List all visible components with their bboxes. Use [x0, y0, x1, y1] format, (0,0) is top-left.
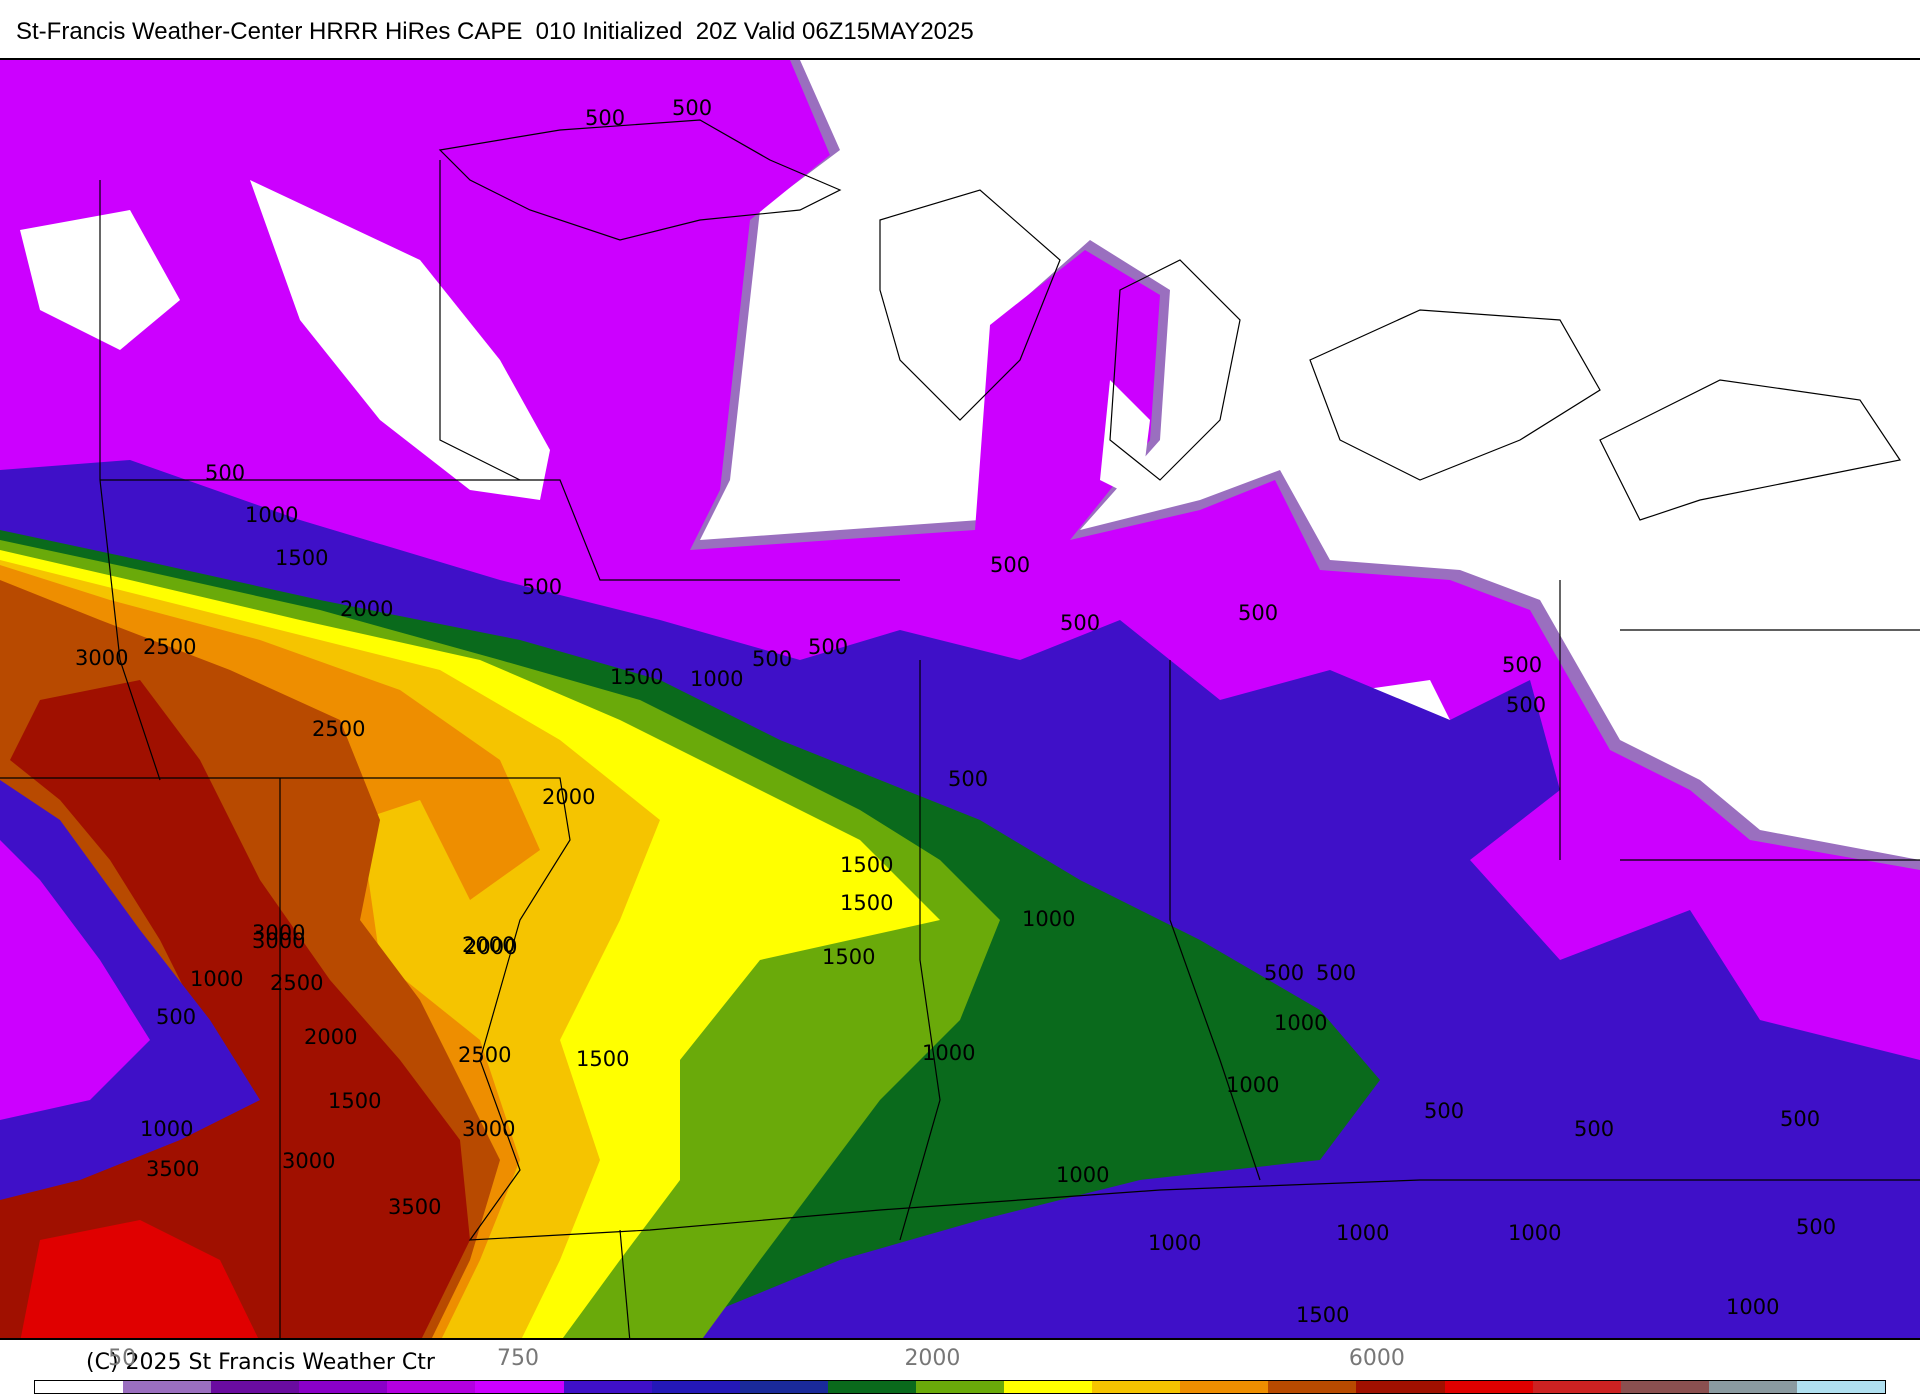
colorbar-swatch: [1004, 1381, 1093, 1393]
contour-label: 2000: [304, 1025, 357, 1049]
cape-band-magenta-west: [0, 840, 150, 1120]
contour-label: 2500: [143, 635, 196, 659]
contour-label: 1000: [140, 1117, 193, 1141]
contour-label: 500: [808, 635, 848, 659]
cape-band-dark-red: [0, 680, 470, 1338]
colorbar-tick-label: 750: [497, 1346, 539, 1371]
contour-label: 1000: [1274, 1011, 1327, 1035]
contour-label: 1500: [275, 546, 328, 570]
colorbar-swatch: [739, 1381, 828, 1393]
contour-label: 1000: [690, 667, 743, 691]
cape-band-red: [20, 1220, 259, 1338]
contour-label: 2000: [464, 935, 517, 959]
colorbar-swatch: [1180, 1381, 1269, 1393]
contour-label: 3000: [75, 646, 128, 670]
contour-label: 2500: [270, 971, 323, 995]
colorbar-swatch: [915, 1381, 1005, 1393]
cape-map: 500 500 500 1000 1500 2000 2500 3000 250…: [0, 58, 1920, 1340]
colorbar-swatch: [1444, 1381, 1533, 1393]
colorbar-swatch: [211, 1381, 300, 1393]
contour-label: 500: [1780, 1107, 1820, 1131]
contour-label: 3000: [252, 929, 305, 953]
contour-label: 500: [205, 461, 245, 485]
contour-label: 1000: [1226, 1073, 1279, 1097]
colorbar: [34, 1380, 1886, 1394]
contour-label: 1000: [1508, 1221, 1561, 1245]
colorbar-swatch: [123, 1381, 212, 1393]
contour-label: 500: [990, 553, 1030, 577]
contour-labels: 500 500 500 1000 1500 2000 2500 3000 250…: [75, 96, 1836, 1327]
copyright-notice: (C) 2025 St Francis Weather Ctr: [86, 1350, 435, 1375]
contour-label: 1500: [576, 1047, 629, 1071]
contour-label: 500: [1316, 961, 1356, 985]
colorbar-swatch: [1092, 1381, 1181, 1393]
contour-label: 1000: [1726, 1295, 1779, 1319]
contour-label: 1500: [328, 1089, 381, 1113]
contour-label: 1500: [840, 891, 893, 915]
colorbar-swatch: [1708, 1381, 1797, 1393]
contour-label: 500: [1574, 1117, 1614, 1141]
no-cape-hole-north: [250, 180, 550, 500]
contour-label: 3000: [252, 921, 305, 945]
contour-label: 500: [1506, 693, 1546, 717]
contour-label: 500: [1238, 601, 1278, 625]
contour-label: 1000: [190, 967, 243, 991]
colorbar-tick-label: 6000: [1348, 1346, 1405, 1371]
colorbar-swatch: [1796, 1381, 1885, 1393]
colorbar-swatch: [827, 1381, 916, 1393]
contour-label: 1000: [1336, 1221, 1389, 1245]
colorbar-tick-label: 50: [108, 1346, 137, 1371]
colorbar-swatch: [387, 1381, 476, 1393]
colorbar-swatch: [299, 1381, 388, 1393]
contour-label: 2500: [458, 1043, 511, 1067]
contour-label: 500: [1264, 961, 1304, 985]
colorbar-swatch: [475, 1381, 564, 1393]
contour-label: 500: [752, 647, 792, 671]
contour-label: 500: [585, 106, 625, 130]
contour-label: 500: [672, 96, 712, 120]
contour-label: 2000: [340, 597, 393, 621]
contour-label: 1000: [922, 1041, 975, 1065]
map-title: St-Francis Weather-Center HRRR HiRes CAP…: [16, 18, 974, 45]
contour-label: 2500: [312, 717, 365, 741]
cape-map-canvas: 500 500 500 1000 1500 2000 2500 3000 250…: [0, 60, 1920, 1338]
contour-label: 3500: [146, 1157, 199, 1181]
colorbar-swatch: [1532, 1381, 1621, 1393]
colorbar-tick-label: 2000: [904, 1346, 961, 1371]
contour-label: 1500: [840, 853, 893, 877]
contour-label: 1500: [1296, 1303, 1349, 1327]
contour-label: 1500: [610, 665, 663, 689]
contour-label: 500: [1502, 653, 1542, 677]
lake-outlines: [438, 119, 1901, 521]
contour-label: 2000: [542, 785, 595, 809]
colorbar-swatch: [1356, 1381, 1445, 1393]
colorbar-swatch: [35, 1381, 124, 1393]
contour-label: 3000: [282, 1149, 335, 1173]
contour-label: 1000: [245, 503, 298, 527]
contour-label: 1000: [1148, 1231, 1201, 1255]
contour-label: 1500: [822, 945, 875, 969]
colorbar-swatch: [563, 1381, 652, 1393]
contour-label: 1000: [1056, 1163, 1109, 1187]
state-borders: [0, 160, 1920, 1338]
contour-label: 500: [1060, 611, 1100, 635]
contour-label: 3000: [462, 1117, 515, 1141]
contour-label: 3500: [388, 1195, 441, 1219]
contour-label: 2000: [462, 933, 515, 957]
colorbar-swatch: [1620, 1381, 1709, 1393]
colorbar-swatch: [1268, 1381, 1357, 1393]
contour-label: 500: [156, 1005, 196, 1029]
contour-label: 500: [1424, 1099, 1464, 1123]
contour-label: 1000: [1022, 907, 1075, 931]
contour-label: 500: [1796, 1215, 1836, 1239]
colorbar-swatch: [651, 1381, 740, 1393]
contour-label: 500: [948, 767, 988, 791]
contour-label: 500: [522, 575, 562, 599]
